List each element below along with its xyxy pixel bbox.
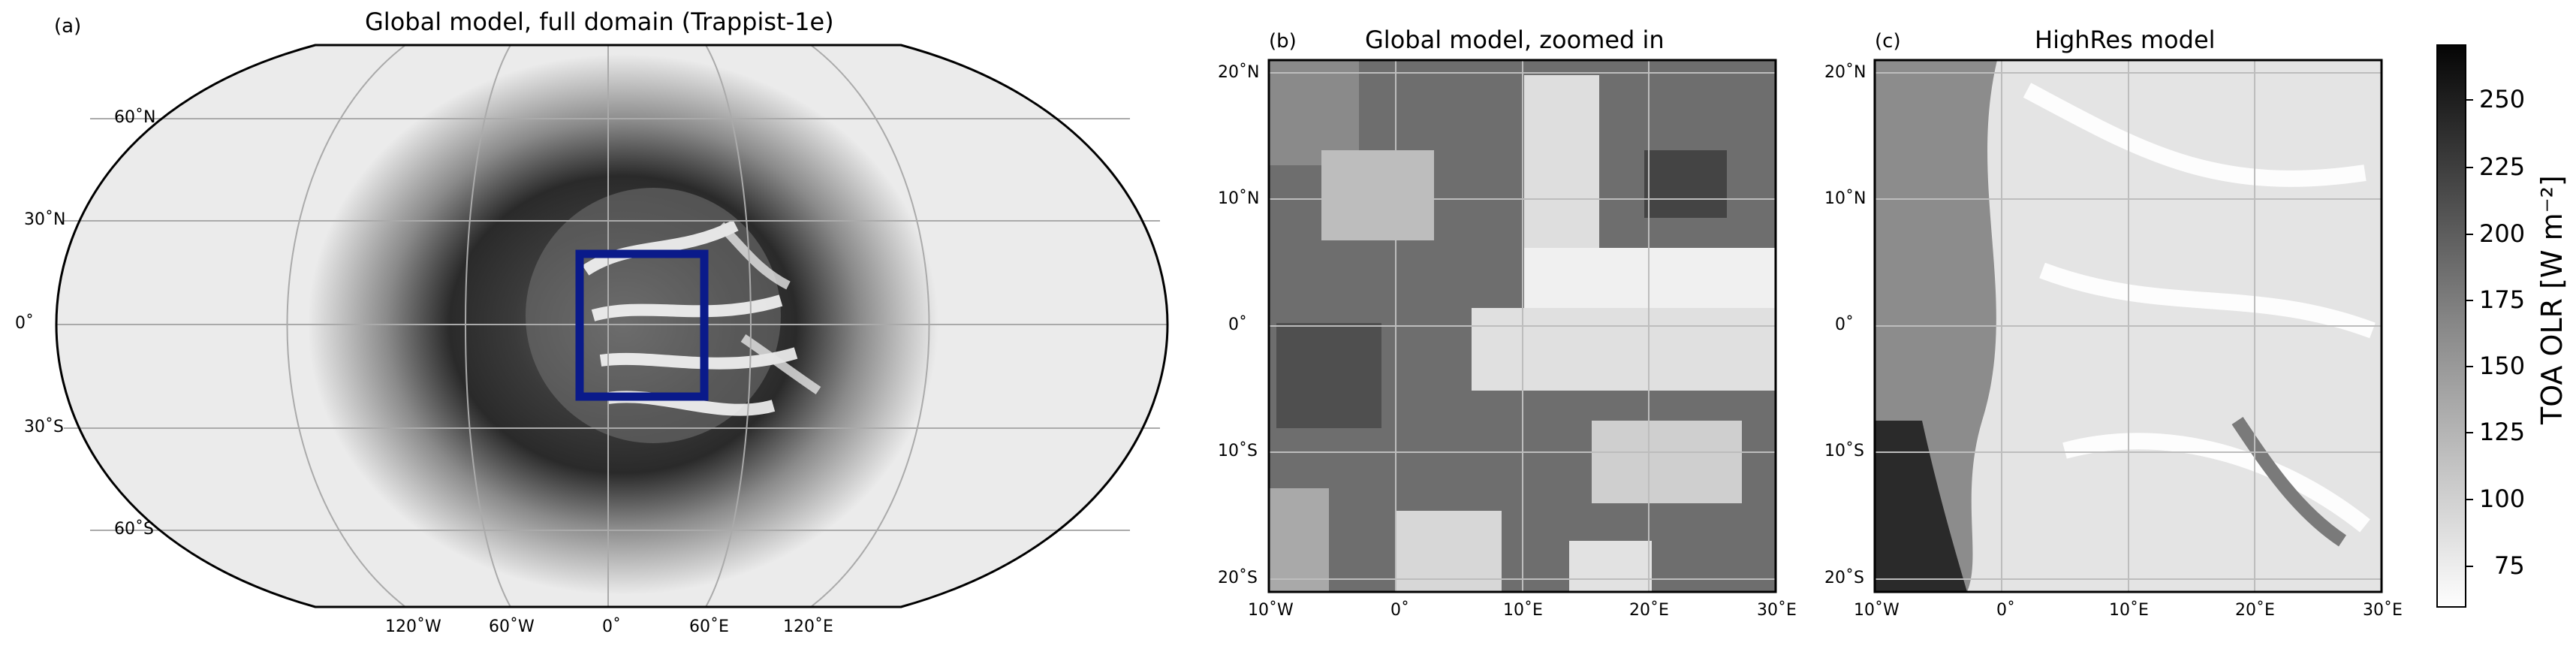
panel-a-graticule [56,44,1167,608]
panel-c-lat-tick: 10˚N [1824,189,1866,208]
colorbar-tick: 200 [2479,219,2526,248]
zoom-box [575,249,709,401]
panel-a-title: Global model, full domain (Trappist-1e) [365,8,834,36]
panel-a-lon-tick: 60˚W [489,617,535,636]
colorbar-tick: 150 [2479,352,2526,380]
panel-c-lat-tick: 10˚S [1824,442,1864,460]
panel-b-title: Global model, zoomed in [1365,26,1665,54]
panel-a-lat-tick: 30˚N [24,210,66,229]
colorbar-tick: 100 [2479,484,2526,513]
colorbar-ticks [2466,99,2473,567]
panel-a-lat-tick: 60˚N [114,108,156,127]
panel-a-lon-tick: 120˚W [385,617,441,636]
panel-a-lat-tick: 30˚S [24,418,64,436]
panel-c-lat-tick: 0˚ [1835,315,1854,334]
panel-b-frame [1267,59,1777,593]
panel-b-letter: (b) [1269,30,1297,53]
panel-b-lat-tick: 0˚ [1228,315,1247,334]
panel-c-letter: (c) [1875,30,1901,53]
colorbar-tick: 250 [2479,85,2526,113]
panel-c-lon-tick: 30˚E [2363,601,2403,620]
panel-b-lon-tick: 10˚E [1503,601,1543,620]
panel-a-lon-tick: 120˚E [783,617,833,636]
panel-c-lat-tick: 20˚N [1824,63,1866,82]
panel-b-lon-tick: 10˚W [1248,601,1294,620]
colorbar-tick: 75 [2494,551,2525,580]
panel-b-lon-tick: 20˚E [1629,601,1669,620]
colorbar-tick: 175 [2479,285,2526,314]
panel-c-grid [1875,60,2382,592]
colorbar-gradient [2436,44,2466,608]
panel-a-lon-tick: 0˚ [602,617,621,636]
panel-a-letter: (a) [54,15,82,38]
panel-b-lat-tick: 10˚N [1218,189,1260,208]
panel-a-lat-tick: 60˚S [114,520,154,539]
panel-b-lon-tick: 30˚E [1757,601,1797,620]
panel-b-lat-tick: 10˚S [1218,442,1258,460]
colorbar-label: TOA OLR [W m⁻²] [2535,175,2568,424]
panel-b-lat-tick: 20˚N [1218,63,1260,82]
panel-b-grid [1269,60,1776,592]
panel-a-frame [55,44,1169,608]
panel-c-lon-tick: 0˚ [1996,601,2015,620]
panel-a-lat-tick: 0˚ [15,314,34,333]
panel-a-lon-tick: 60˚E [689,617,729,636]
colorbar-tick: 225 [2479,152,2526,181]
panel-c-lon-tick: 10˚W [1854,601,1900,620]
panel-c-lon-tick: 20˚E [2235,601,2275,620]
panel-c-title: HighRes model [2035,26,2216,54]
panel-b-lat-tick: 20˚S [1218,569,1258,587]
panel-c-lat-tick: 20˚S [1824,569,1864,587]
panel-a-map [56,45,1167,607]
panel-c-lon-tick: 10˚E [2109,601,2149,620]
panel-b-lon-tick: 0˚ [1390,601,1409,620]
colorbar-tick: 125 [2479,418,2526,446]
panel-c-frame [1873,59,2383,593]
